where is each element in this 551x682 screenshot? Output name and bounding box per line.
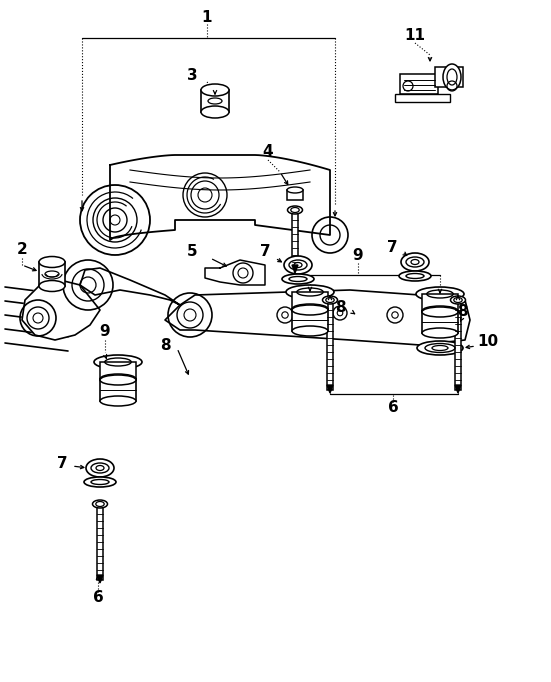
Ellipse shape <box>416 287 464 301</box>
Text: 1: 1 <box>202 10 212 25</box>
Text: 6: 6 <box>93 591 104 606</box>
Ellipse shape <box>100 374 136 384</box>
Polygon shape <box>97 575 103 583</box>
Ellipse shape <box>201 106 229 118</box>
Bar <box>97 504 103 580</box>
Polygon shape <box>327 385 333 393</box>
Ellipse shape <box>100 396 136 406</box>
Ellipse shape <box>94 355 142 369</box>
Polygon shape <box>205 260 265 285</box>
Ellipse shape <box>399 271 431 281</box>
Text: 4: 4 <box>263 145 273 160</box>
Bar <box>400 74 438 94</box>
Text: 8: 8 <box>457 304 467 319</box>
Ellipse shape <box>451 296 466 304</box>
Ellipse shape <box>422 306 458 316</box>
Text: 5: 5 <box>187 245 197 259</box>
Bar <box>292 292 328 310</box>
Text: 11: 11 <box>404 27 425 42</box>
Ellipse shape <box>93 500 107 508</box>
Text: 8: 8 <box>334 301 345 316</box>
Polygon shape <box>80 268 180 305</box>
Polygon shape <box>110 155 330 240</box>
Ellipse shape <box>284 256 312 274</box>
Text: 9: 9 <box>100 325 110 340</box>
Ellipse shape <box>100 375 136 385</box>
Text: 3: 3 <box>187 68 197 83</box>
Ellipse shape <box>292 326 328 336</box>
Polygon shape <box>292 265 298 273</box>
Ellipse shape <box>286 285 334 299</box>
Ellipse shape <box>84 477 116 487</box>
Bar <box>292 210 298 270</box>
Bar <box>100 379 136 401</box>
Ellipse shape <box>282 274 314 284</box>
Bar <box>327 300 333 390</box>
Ellipse shape <box>401 253 429 271</box>
Bar <box>435 67 463 87</box>
Ellipse shape <box>422 307 458 317</box>
Ellipse shape <box>287 187 303 193</box>
Polygon shape <box>455 385 461 393</box>
Ellipse shape <box>443 64 461 90</box>
Ellipse shape <box>292 304 328 314</box>
Ellipse shape <box>322 296 338 304</box>
Text: 6: 6 <box>387 400 398 415</box>
Ellipse shape <box>422 328 458 338</box>
Ellipse shape <box>39 256 65 267</box>
Polygon shape <box>165 290 470 345</box>
Bar <box>422 294 458 312</box>
Ellipse shape <box>201 84 229 96</box>
Text: 10: 10 <box>477 334 499 349</box>
Ellipse shape <box>417 341 463 355</box>
Bar <box>201 90 229 112</box>
Bar <box>39 262 65 286</box>
Bar <box>422 311 458 333</box>
Ellipse shape <box>288 206 302 214</box>
Bar <box>292 309 328 331</box>
Ellipse shape <box>39 280 65 291</box>
Ellipse shape <box>292 305 328 315</box>
Polygon shape <box>22 280 100 340</box>
Bar <box>100 362 136 380</box>
Text: 2: 2 <box>17 243 28 258</box>
Text: 7: 7 <box>387 241 397 256</box>
Text: 7: 7 <box>57 456 67 471</box>
Text: 7: 7 <box>260 245 271 259</box>
Text: 9: 9 <box>353 248 363 263</box>
Bar <box>287 190 303 200</box>
Text: 8: 8 <box>160 338 170 353</box>
Ellipse shape <box>86 459 114 477</box>
Bar <box>395 94 450 102</box>
Bar <box>455 300 461 390</box>
